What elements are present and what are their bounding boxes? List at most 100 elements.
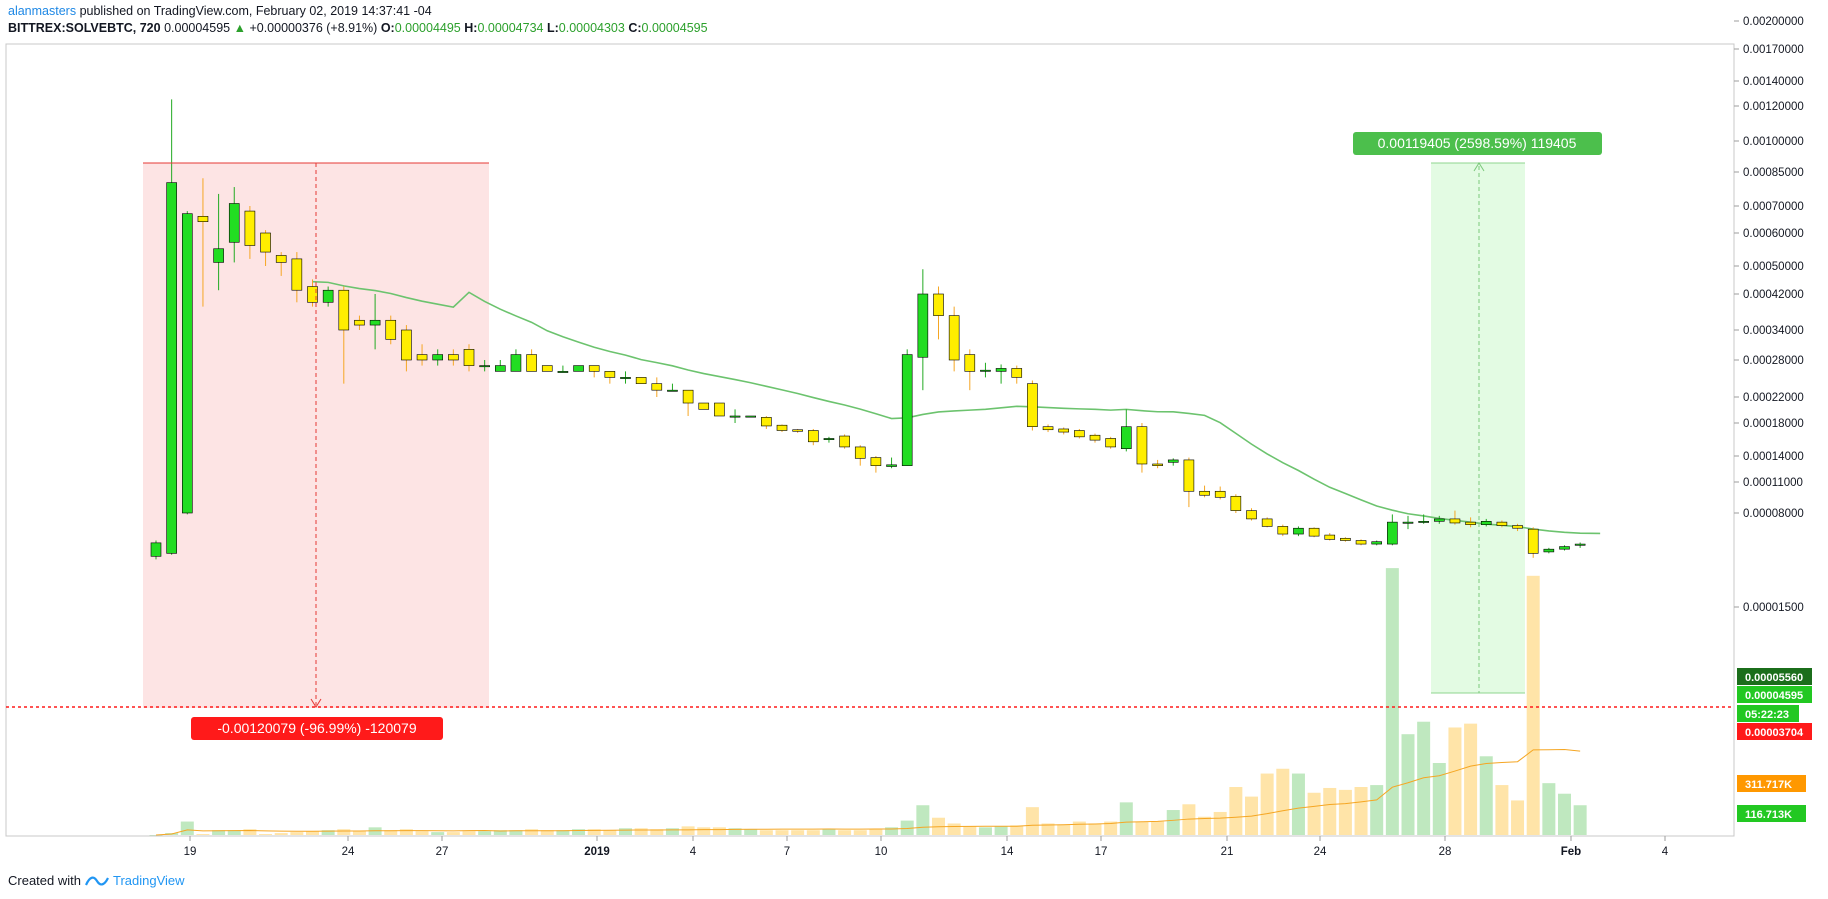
author-link[interactable]: alanmasters xyxy=(8,4,77,18)
volume-bar xyxy=(478,831,492,835)
candle-body xyxy=(1089,434,1101,441)
volume-bar xyxy=(1526,575,1540,835)
volume-ma xyxy=(155,749,1581,836)
candle-body xyxy=(1496,521,1508,526)
candle-body xyxy=(682,389,694,404)
candle-body xyxy=(792,429,803,432)
candle-body xyxy=(995,368,1007,372)
volume-bar xyxy=(1104,821,1118,835)
volume-bar xyxy=(1010,825,1024,835)
ma-line xyxy=(312,280,1601,535)
candle-body xyxy=(1355,540,1367,545)
volume-bar xyxy=(1229,787,1243,835)
candle-body xyxy=(479,365,490,368)
candle-body xyxy=(1543,548,1555,553)
volume-tag: 116.713K xyxy=(1745,809,1792,821)
volume-bar xyxy=(978,827,992,835)
candle-body xyxy=(338,289,350,331)
candle-body xyxy=(1011,368,1023,378)
volume-bar xyxy=(1057,824,1071,835)
candle-body xyxy=(369,319,381,326)
volume-bar xyxy=(1558,793,1571,835)
candle-body xyxy=(745,415,757,418)
y-tick-label: 0.00070000 xyxy=(1743,201,1804,213)
published-text: published on TradingView.com, February 0… xyxy=(79,4,432,18)
volume-ma-tag-bg xyxy=(1737,775,1806,792)
time-axis[interactable]: 19 24 27 2019 4 7 10 14 17 21 24 28 Feb 4 xyxy=(6,835,1734,858)
gain-measure-area xyxy=(1431,163,1525,693)
candle-body xyxy=(870,457,882,466)
volume-bar xyxy=(243,829,257,835)
volume-bar xyxy=(274,833,288,835)
volume-bar xyxy=(1213,811,1227,835)
measure-tools[interactable]: -0.00120079 (-96.99%) -120079 0.00119405 … xyxy=(6,132,1734,740)
candle-body xyxy=(1246,510,1257,520)
volume-bar xyxy=(806,830,820,835)
volume-bar xyxy=(697,827,711,835)
candle-body xyxy=(1465,521,1476,525)
volume-bar xyxy=(1291,773,1305,835)
volume-bar xyxy=(634,828,648,835)
candle-body xyxy=(964,354,976,372)
footer: Created with TradingView xyxy=(8,873,185,888)
volume-bar xyxy=(619,828,632,835)
candle-body xyxy=(1167,459,1179,463)
volume-bar xyxy=(885,827,899,835)
volume-ma-line xyxy=(155,749,1581,836)
volume-bar xyxy=(493,830,507,835)
volume-bar xyxy=(399,829,413,835)
x-tick-label: 17 xyxy=(1095,846,1108,858)
volume-bar xyxy=(321,830,335,835)
y-tick-label: 0.00140000 xyxy=(1743,76,1804,88)
candle-body xyxy=(1559,546,1570,550)
candle-body xyxy=(1214,490,1226,498)
open-value: 0.00004495 xyxy=(394,21,461,35)
y-tick-label: 0.00170000 xyxy=(1743,44,1804,56)
volume-bar xyxy=(446,832,460,835)
volume-bar xyxy=(900,820,914,835)
y-tick-label: 0.00014000 xyxy=(1743,451,1804,463)
candle-body xyxy=(526,354,537,372)
y-tick-label: 0.00011000 xyxy=(1743,477,1803,489)
candle-body xyxy=(1340,537,1351,541)
candle-body xyxy=(1293,527,1304,535)
volume-bar xyxy=(1401,734,1415,835)
candle-body xyxy=(839,435,850,448)
candle-body xyxy=(1152,463,1163,466)
candle-body xyxy=(1105,438,1116,448)
price-chart[interactable]: -0.00120079 (-96.99%) -120079 0.00119405 … xyxy=(0,0,1828,870)
volume-bar xyxy=(759,830,773,835)
candle-body xyxy=(620,377,631,379)
candle-body xyxy=(1136,426,1148,465)
volume-bar xyxy=(1354,787,1368,835)
candle-body xyxy=(510,354,522,372)
change-value: +0.00000376 (+8.91%) xyxy=(249,21,378,35)
x-tick-label: 19 xyxy=(184,846,197,858)
x-tick-label: 24 xyxy=(1314,846,1327,858)
candle-body xyxy=(1027,383,1038,427)
volume-bar xyxy=(665,828,679,835)
candle-body xyxy=(588,365,600,372)
volume-bar xyxy=(415,831,429,835)
candle-body xyxy=(1418,521,1429,523)
y-tick-label: 0.00018000 xyxy=(1743,418,1804,430)
volume-bar xyxy=(1338,789,1352,835)
volume-bar xyxy=(650,829,664,835)
volume-bar xyxy=(1542,783,1556,835)
price-axis[interactable]: 0.00200000 0.00170000 0.00140000 0.00120000… xyxy=(1734,16,1804,614)
tradingview-link[interactable]: TradingView xyxy=(112,873,185,888)
candle-body xyxy=(432,354,444,361)
candle-body xyxy=(1324,534,1336,540)
volume-bar xyxy=(1511,800,1525,835)
candle-body xyxy=(416,354,428,361)
volume-bar xyxy=(431,832,445,835)
tradingview-logo-icon xyxy=(84,876,109,885)
volume-bar xyxy=(1276,768,1290,835)
candle-body xyxy=(150,542,162,557)
candle-body xyxy=(1121,426,1132,450)
candle-body xyxy=(901,354,913,466)
volume-bar xyxy=(1479,756,1493,835)
volume-bar xyxy=(306,831,319,835)
x-tick-label: 21 xyxy=(1221,846,1234,858)
candle-body xyxy=(1199,490,1210,496)
